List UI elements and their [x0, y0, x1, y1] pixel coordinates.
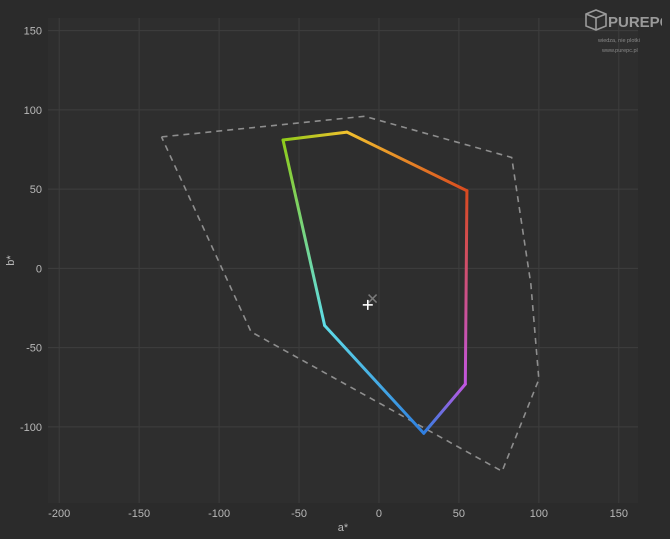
- y-tick-label: 50: [30, 184, 42, 196]
- y-tick-labels: 150 100 50 0 -50 -100: [20, 26, 42, 434]
- measured-gamut-edge: [422, 382, 467, 435]
- measured-gamut-edge: [281, 138, 327, 327]
- x-tick-label: 150: [610, 508, 628, 520]
- plot-area: [48, 18, 638, 503]
- x-tick-label: -100: [208, 508, 230, 520]
- x-tick-label: -200: [48, 508, 70, 520]
- white-point-measured-marker: [362, 299, 373, 310]
- watermark-tagline: wiedza, nie plotki: [597, 38, 640, 44]
- white-point-target-marker: [368, 294, 378, 304]
- watermark-brand: PUREPC: [608, 14, 662, 31]
- x-tick-label: 50: [453, 508, 465, 520]
- x-axis-label: a*: [338, 522, 349, 534]
- reference-gamut-outline: [160, 115, 540, 473]
- y-tick-label: -100: [20, 422, 42, 434]
- y-tick-label: 0: [36, 263, 42, 275]
- y-tick-label: 100: [24, 105, 42, 117]
- x-tick-label: -50: [291, 508, 307, 520]
- y-tick-label: -50: [26, 343, 42, 355]
- measured-gamut-edge: [281, 130, 349, 142]
- x-tick-label: 100: [530, 508, 548, 520]
- white-point-target-stroke: [368, 294, 378, 304]
- measured-gamut-edge: [345, 130, 469, 193]
- cube-icon: [585, 9, 607, 31]
- y-tick-label: 150: [24, 26, 42, 38]
- x-tick-label: 0: [376, 508, 382, 520]
- y-axis-label: b*: [5, 255, 17, 266]
- purepc-watermark-logo: PUREPC wiedza, nie plotki www.purepc.pl: [585, 9, 662, 54]
- x-tick-labels: -200 -150 -100 -50 0 50 100 150: [48, 508, 628, 520]
- measured-gamut-edge: [463, 189, 469, 386]
- measured-gamut-outline: [281, 130, 469, 435]
- watermark-url: www.purepc.pl: [601, 48, 638, 54]
- measured-gamut-edge: [323, 323, 426, 435]
- x-tick-label: -150: [128, 508, 150, 520]
